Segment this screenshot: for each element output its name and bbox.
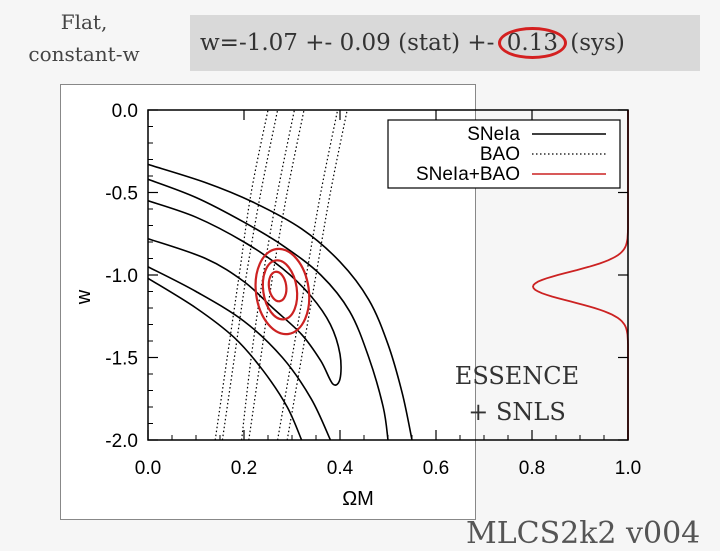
result-box [190,15,700,71]
x-tick-label-3: 0.6 [423,458,449,479]
combined-contour-1 [267,270,288,303]
legend-label-2: BAO [480,144,520,165]
bao-contour-6 [286,110,348,440]
bao-contour-1 [241,110,295,440]
annotation-essence: ESSENCE [455,362,579,390]
y-tick-label-0: 0.0 [112,101,138,122]
combined-contour-3 [254,247,311,336]
combined-contours [254,247,311,336]
bao-contour-4 [277,110,339,440]
snia-contour-5 [148,277,303,440]
snia-contours [148,163,413,440]
legend-label-3: SNeIa+BAO [416,164,520,185]
model-label: Flat, constant-w [8,6,160,70]
snia-contour-1 [148,200,342,386]
snia-contour-4 [148,163,413,440]
y-tick-label-1: -0.5 [105,184,138,205]
y-tick-label-2: -1.0 [105,266,138,287]
y-tick-label-3: -1.5 [105,349,138,370]
x-tick-label-1: 0.2 [231,458,257,479]
x-axis-label: ΩM [342,488,374,510]
x-tick-label-0: 0.0 [135,458,161,479]
axes: 0.0 0.2 0.4 0.6 0.8 1.0 0.0 -0.5 -1.0 -1.5 -2.0 ΩM w [73,101,641,510]
legend-box [387,119,621,189]
y-tick-label-4: -2.0 [105,431,138,452]
combined-contour-2 [261,259,299,321]
x-tick-label-5: 1.0 [615,458,641,479]
snia-contour-3 [148,266,332,440]
result-text-prefix: w=-1.07 +- 0.09 (stat) +- [200,30,502,56]
annotation-snls: + SNLS [468,398,566,426]
x-tick-label-2: 0.4 [327,458,354,479]
legend-label-1: SNeIa [467,124,520,145]
x-tick-label-4: 0.8 [519,458,545,479]
sys-error-highlight: 0.13 [497,27,567,59]
footer-text: MLCS2k2 v004 [466,516,701,551]
bao-contour-3 [221,110,279,440]
model-label-line1: Flat, [60,10,108,34]
result-text: w=-1.07 +- 0.09 (stat) +- 0.13 (sys) [200,27,625,59]
model-label-line2: constant-w [28,42,140,66]
y-axis-label: w [73,289,95,305]
snia-contour-2 [148,178,389,440]
bao-contour-5 [214,110,269,440]
result-text-suffix: (sys) [562,30,625,56]
